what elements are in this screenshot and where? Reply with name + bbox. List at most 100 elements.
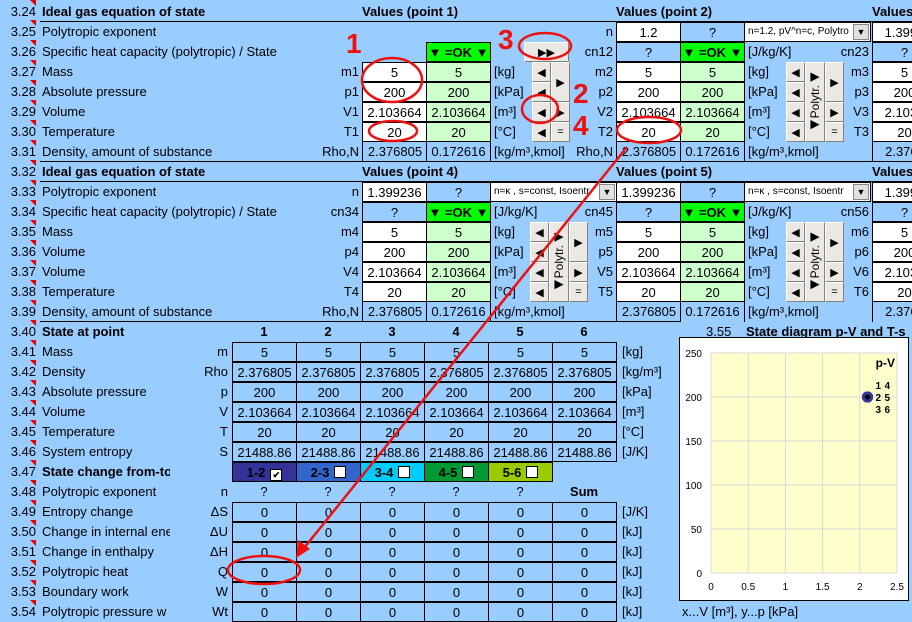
copy-left-button[interactable]: ◀ — [786, 62, 805, 82]
state-value: 21488.86 — [552, 442, 617, 462]
comment-marker — [30, 120, 36, 126]
state-change-button-2-3[interactable]: 2-3 — [296, 462, 361, 482]
polytropic-exponent-input[interactable]: 1.3992 — [872, 182, 912, 202]
copy-right-small-button[interactable]: ▶ — [569, 262, 588, 282]
unit-label: [m³] — [494, 104, 517, 119]
copy-left-button[interactable]: ◀ — [532, 122, 551, 142]
polytropic-button[interactable]: ◀Polytr.◀ — [805, 222, 825, 302]
value-input[interactable]: 5 — [616, 222, 681, 242]
computed-value: 200 — [426, 242, 491, 262]
value-input[interactable]: 2.1036 — [872, 262, 912, 282]
copy-right-button[interactable]: ▶ — [551, 62, 570, 102]
chevron-down-icon[interactable]: ▼ — [853, 184, 869, 200]
chevron-down-icon[interactable]: ▼ — [853, 24, 869, 40]
polytropic-exponent-input[interactable]: 1.2 — [616, 22, 681, 42]
value-input[interactable]: 5 — [362, 62, 427, 82]
state-change-checkbox[interactable]: ✔ — [270, 469, 283, 481]
value-input[interactable]: 2.103664 — [616, 262, 681, 282]
value-input[interactable]: 2.103664 — [362, 102, 427, 122]
cn-symbol: cn56 — [840, 204, 869, 219]
copy-right-small-button[interactable]: ▶ — [825, 102, 844, 122]
value-input[interactable]: 5 — [872, 62, 912, 82]
value-input[interactable]: 200 — [362, 242, 427, 262]
value-input[interactable]: 5 — [616, 62, 681, 82]
variable-symbol: V1 — [343, 104, 359, 119]
copy-left-button[interactable]: ◀ — [786, 122, 805, 142]
state-ok-dropdown[interactable]: ▼ =OK ▼ — [680, 42, 745, 62]
polytropic-button[interactable]: ◀Polytr.◀ — [805, 62, 825, 142]
row-number: 3.47 — [10, 464, 36, 479]
state-change-button-1-2[interactable]: 1-2 ✔ — [232, 462, 297, 482]
copy-right-button[interactable]: ▶ — [825, 222, 844, 262]
copy-left-button[interactable]: ◀ — [786, 102, 805, 122]
polytropic-exponent-input[interactable]: 1.399236 — [616, 182, 681, 202]
copy-left-button[interactable]: ◀ — [532, 62, 551, 82]
process-type-dropdown[interactable]: n=1.2, pV^n=c, Polytro ▼ — [744, 22, 871, 42]
state-ok-dropdown[interactable]: ▼ =OK ▼ — [426, 42, 491, 62]
chevron-down-icon[interactable]: ▼ — [599, 184, 615, 200]
copy-left-button[interactable]: ◀ — [532, 102, 551, 122]
state-change-button-5-6[interactable]: 5-6 — [488, 462, 553, 482]
chart-title: p-V — [876, 356, 895, 370]
row-number: 3.37 — [10, 264, 36, 279]
value-input[interactable]: 200 — [872, 242, 912, 262]
value-input[interactable]: 5 — [362, 222, 427, 242]
value-input[interactable]: 2.103664 — [362, 262, 427, 282]
copy-left-button[interactable]: ◀ — [530, 282, 549, 302]
copy-left-button[interactable]: ◀ — [786, 242, 805, 262]
state-ok-dropdown[interactable]: ▼ =OK ▼ — [426, 202, 491, 222]
polytropic-exponent-input[interactable]: 1.3992 — [872, 22, 912, 42]
copy-right-button[interactable]: ▶ — [569, 222, 588, 262]
value-input[interactable]: 200 — [362, 82, 427, 102]
state-change-checkbox[interactable] — [398, 466, 411, 478]
value-input[interactable]: 2.1036 — [872, 102, 912, 122]
value-input[interactable]: 200 — [616, 82, 681, 102]
y-tick-label: 250 — [685, 349, 702, 360]
copy-right-small-button-label: ▶ — [830, 266, 839, 279]
unit-label: [kJ] — [622, 584, 643, 599]
state-change-button-4-5[interactable]: 4-5 — [424, 462, 489, 482]
equal-button[interactable]: = — [569, 282, 588, 302]
polytropic-button[interactable]: ◀Polytr.◀ — [549, 222, 569, 302]
equal-button[interactable]: = — [825, 282, 844, 302]
state-ok-dropdown[interactable]: ▼ =OK ▼ — [680, 202, 745, 222]
state-change-checkbox[interactable] — [462, 466, 475, 478]
process-type-dropdown[interactable]: n=κ , s=const, Isoentr ▼ — [490, 182, 617, 202]
copy-left-button[interactable]: ◀ — [530, 222, 549, 242]
copy-right-small-button[interactable]: ▶ — [825, 262, 844, 282]
state-change-button-3-4[interactable]: 3-4 — [360, 462, 425, 482]
value-input[interactable]: 5 — [872, 222, 912, 242]
comment-marker — [30, 100, 36, 106]
copy-left-button[interactable]: ◀ — [786, 262, 805, 282]
value-input[interactable]: 2.103664 — [616, 102, 681, 122]
equal-button[interactable]: = — [825, 122, 844, 142]
copy-left-button[interactable]: ◀ — [532, 82, 551, 102]
value-input[interactable]: 20 — [362, 282, 427, 302]
copy-left-button[interactable]: ◀ — [786, 82, 805, 102]
equal-button[interactable]: = — [551, 122, 570, 142]
row-number: 3.51 — [10, 544, 36, 559]
value-input[interactable]: 20 — [616, 122, 681, 142]
copy-left-button[interactable]: ◀ — [786, 282, 805, 302]
plot-area — [711, 353, 897, 573]
copy-left-button[interactable]: ◀ — [530, 262, 549, 282]
value-input[interactable]: 20 — [362, 122, 427, 142]
value-input[interactable]: 200 — [872, 82, 912, 102]
copy-right-small-button[interactable]: ▶ — [551, 102, 570, 122]
polytropic-exponent-input[interactable]: 1.399236 — [362, 182, 427, 202]
value-input[interactable]: 200 — [616, 242, 681, 262]
value-input[interactable]: 20 — [872, 282, 912, 302]
copy-left-button-label: ◀ — [791, 106, 800, 119]
state-change-checkbox[interactable] — [526, 466, 539, 478]
variable-symbol: ΔH — [209, 544, 228, 559]
process-type-dropdown[interactable]: n=κ , s=const, Isoentr ▼ — [744, 182, 871, 202]
value-input[interactable]: 20 — [616, 282, 681, 302]
state-change-checkbox[interactable] — [334, 466, 347, 478]
copy-left-button[interactable]: ◀ — [530, 242, 549, 262]
fast-forward-button[interactable]: ▶▶ — [524, 42, 569, 62]
value-input[interactable]: 20 — [872, 122, 912, 142]
copy-left-button[interactable]: ◀ — [786, 222, 805, 242]
row-label: Boundary work — [42, 584, 129, 599]
copy-left-button-label: ◀ — [791, 286, 800, 299]
copy-right-button[interactable]: ▶ — [825, 62, 844, 102]
